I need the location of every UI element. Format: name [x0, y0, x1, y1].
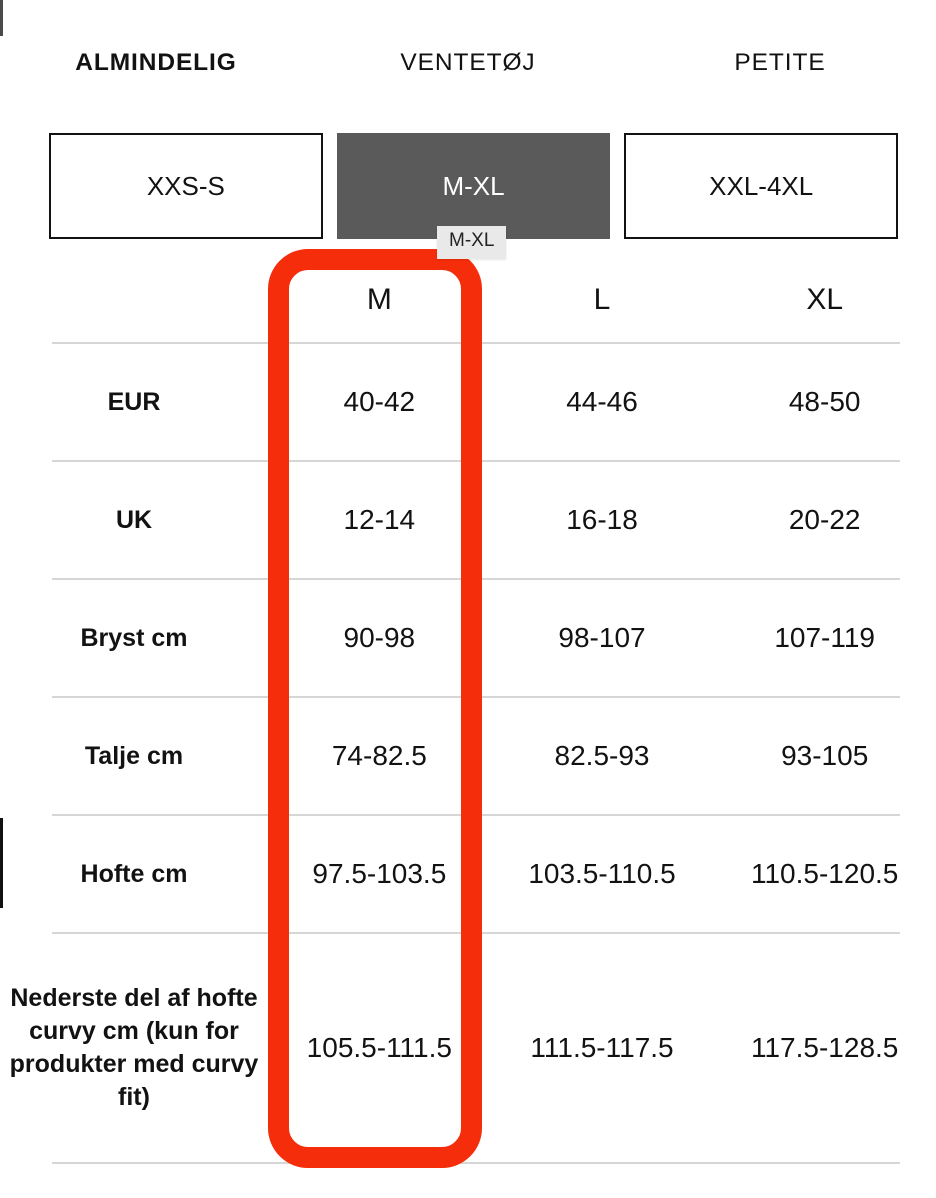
cell-nederste-hofte-curvy-m: 105.5-111.5	[306, 1032, 452, 1063]
size-range-selector: XXS-S M-XL XXL-4XL	[49, 133, 899, 239]
table-row: Talje cm 74-82.5 82.5-93 93-105	[0, 698, 936, 814]
table-corner-cell	[0, 258, 268, 342]
table-row: UK 12-14 16-18 20-22	[0, 462, 936, 578]
cell-talje-m: 74-82.5	[331, 740, 427, 771]
row-label-bryst: Bryst cm	[80, 623, 188, 652]
tab-ventetoj-label: VENTETØJ	[400, 49, 536, 76]
left-edge-strip-top	[0, 0, 3, 36]
cell-eur-l: 44-46	[566, 386, 638, 417]
row-label-talje: Talje cm	[84, 741, 184, 770]
cell-bryst-m: 90-98	[343, 622, 416, 653]
column-header-xl: XL	[806, 283, 844, 316]
cell-nederste-hofte-curvy-xl: 117.5-128.5	[750, 1032, 899, 1063]
cell-uk-xl: 20-22	[788, 504, 861, 535]
cell-bryst-xl: 107-119	[774, 622, 876, 653]
cell-hofte-m: 97.5-103.5	[312, 858, 447, 889]
size-range-button-m-xl[interactable]: M-XL	[336, 133, 611, 239]
size-range-tooltip-text: M-XL	[449, 230, 495, 251]
column-header-l: L	[593, 283, 611, 316]
tab-petite-label: PETITE	[734, 49, 826, 76]
row-label-nederste-hofte-curvy: Nederste del af hofte curvy cm (kun for …	[9, 984, 259, 1111]
category-tabs: ALMINDELIG VENTETØJ PETITE	[0, 38, 936, 88]
table-row: EUR 40-42 44-46 48-50	[0, 344, 936, 460]
tab-petite[interactable]: PETITE	[624, 38, 936, 88]
table-row: Nederste del af hofte curvy cm (kun for …	[0, 934, 936, 1162]
row-divider	[52, 1162, 900, 1164]
cell-nederste-hofte-curvy-l: 111.5-117.5	[530, 1032, 674, 1063]
tab-ventetoj[interactable]: VENTETØJ	[312, 38, 624, 88]
size-range-button-xxs-s[interactable]: XXS-S	[49, 133, 323, 239]
cell-talje-l: 82.5-93	[554, 740, 650, 771]
cell-bryst-l: 98-107	[558, 622, 646, 653]
cell-uk-m: 12-14	[343, 504, 416, 535]
cell-talje-xl: 93-105	[781, 740, 869, 771]
row-label-uk: UK	[115, 505, 153, 534]
size-range-tooltip: M-XL	[437, 226, 507, 259]
size-range-button-xxl-4xl[interactable]: XXL-4XL	[624, 133, 899, 239]
row-label-eur: EUR	[107, 387, 161, 416]
left-edge-strip-bottom	[0, 818, 3, 908]
size-range-label-xxl-4xl: XXL-4XL	[709, 170, 814, 201]
size-range-label-xxs-s: XXS-S	[146, 170, 225, 201]
size-range-label-m-xl: M-XL	[442, 170, 505, 201]
cell-hofte-xl: 110.5-120.5	[750, 858, 899, 889]
cell-eur-xl: 48-50	[788, 386, 861, 417]
column-header-m: M	[366, 283, 392, 316]
size-table: M L XL EUR 40-42 44-46 48-50 UK 12-14 16…	[0, 258, 936, 1164]
cell-eur-m: 40-42	[343, 386, 416, 417]
cell-uk-l: 16-18	[566, 504, 638, 535]
table-row: Bryst cm 90-98 98-107 107-119	[0, 580, 936, 696]
tab-almindelig-label: ALMINDELIG	[75, 49, 237, 76]
tab-almindelig[interactable]: ALMINDELIG	[0, 38, 312, 88]
cell-hofte-l: 103.5-110.5	[528, 858, 676, 889]
row-label-hofte: Hofte cm	[80, 859, 188, 888]
table-header-row: M L XL	[0, 258, 936, 342]
table-row: Hofte cm 97.5-103.5 103.5-110.5 110.5-12…	[0, 816, 936, 932]
